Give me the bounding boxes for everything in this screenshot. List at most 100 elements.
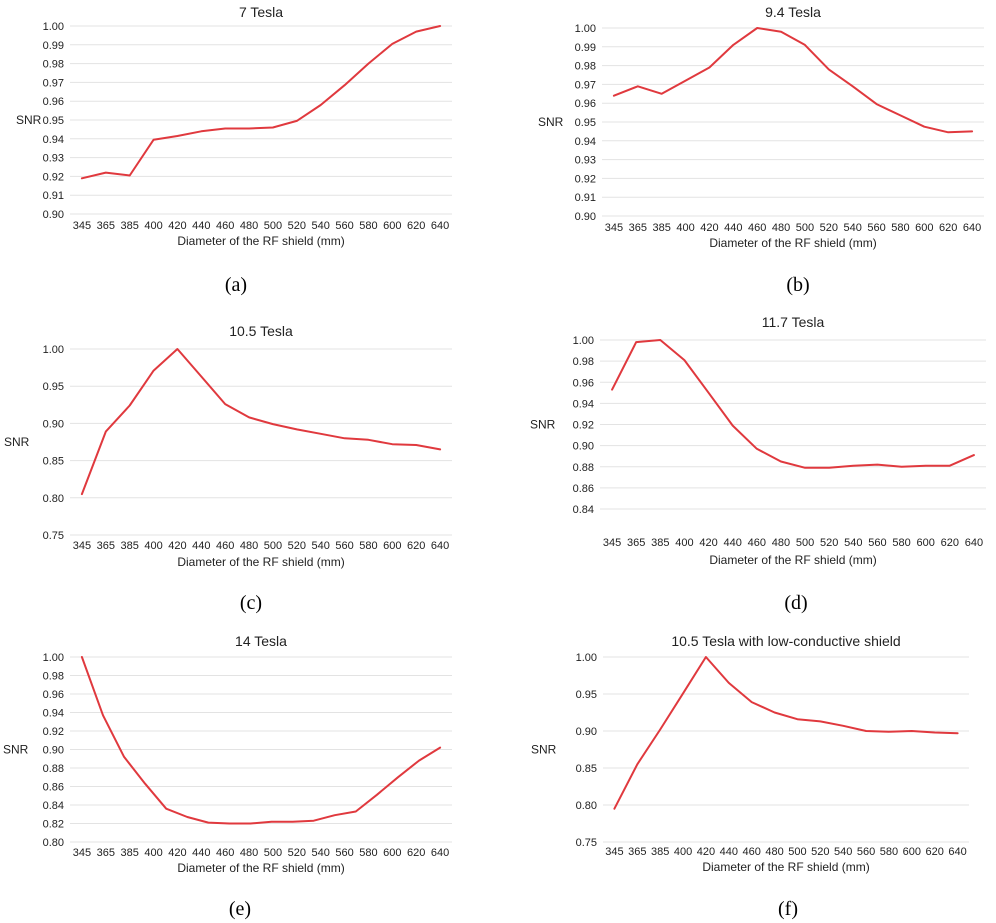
- y-axis-label: SNR: [3, 743, 29, 757]
- x-tick-label: 580: [359, 847, 377, 859]
- y-tick-label: 0.94: [43, 708, 64, 720]
- x-tick-label: 460: [748, 537, 766, 549]
- y-tick-label: 0.94: [575, 136, 596, 148]
- x-tick-label: 540: [312, 220, 330, 232]
- y-tick-label: 0.97: [43, 77, 64, 89]
- x-tick-label: 620: [407, 220, 425, 232]
- x-tick-label: 500: [788, 846, 806, 858]
- x-tick-label: 400: [675, 537, 693, 549]
- y-tick-label: 0.97: [575, 79, 596, 91]
- x-tick-label: 640: [431, 220, 449, 232]
- x-tick-label: 640: [948, 846, 966, 858]
- x-tick-label: 385: [121, 540, 139, 552]
- x-tick-label: 500: [264, 847, 282, 859]
- x-tick-label: 460: [216, 540, 234, 552]
- x-tick-label: 640: [431, 847, 449, 859]
- y-tick-label: 0.93: [43, 153, 64, 165]
- y-tick-label: 0.95: [576, 689, 597, 701]
- x-tick-label: 520: [288, 847, 306, 859]
- x-tick-label: 420: [168, 540, 186, 552]
- x-tick-label: 345: [73, 220, 91, 232]
- series-line-snr: [613, 656, 959, 810]
- x-tick-label: 580: [880, 846, 898, 858]
- x-tick-label: 580: [892, 537, 910, 549]
- x-tick-label: 400: [144, 540, 162, 552]
- x-tick-label: 400: [144, 847, 162, 859]
- y-tick-label: 0.95: [43, 381, 64, 393]
- x-tick-label: 500: [264, 540, 282, 552]
- y-tick-label: 1.00: [43, 652, 64, 664]
- panel-caption: (e): [229, 898, 251, 920]
- chart-panel-c: 0.75 0.80 0.85 0.90 0.95 1.00 345 365 385 400 420 4…: [4, 323, 452, 614]
- x-tick-label: 560: [335, 220, 353, 232]
- y-tick-label: 0.90: [576, 726, 597, 738]
- x-tick-label: 500: [796, 222, 814, 234]
- x-tick-label: 460: [748, 222, 766, 234]
- x-tick-label: 540: [844, 222, 862, 234]
- x-tick-label: 440: [192, 540, 210, 552]
- panel-caption: (b): [786, 274, 809, 296]
- y-tick-label: 0.99: [43, 40, 64, 52]
- x-tick-label: 385: [651, 846, 669, 858]
- y-tick-label: 0.91: [43, 190, 64, 202]
- chart-panel-d: 0.84 0.86 0.88 0.90 0.92 0.94 0.96 0.98 1.00 345 3…: [530, 314, 986, 614]
- y-tick-label: 0.90: [43, 745, 64, 757]
- x-tick-label: 420: [168, 220, 186, 232]
- y-tick-label: 0.92: [575, 173, 596, 185]
- x-tick-label: 540: [844, 537, 862, 549]
- y-tick-label: 0.88: [43, 763, 64, 775]
- x-tick-label: 480: [772, 222, 790, 234]
- x-tick-label: 420: [699, 537, 717, 549]
- y-tick-label: 0.85: [43, 456, 64, 468]
- x-tick-label: 345: [603, 537, 621, 549]
- y-tick-label: 0.98: [573, 356, 594, 368]
- chart-panel-f: 0.75 0.80 0.85 0.90 0.95 1.00 345 365 385 400 420 4…: [531, 633, 969, 920]
- x-tick-label: 520: [811, 846, 829, 858]
- y-tick-label: 1.00: [576, 652, 597, 664]
- series-line-snr: [80, 656, 442, 825]
- series-line-snr: [80, 348, 442, 496]
- y-axis-label: SNR: [531, 743, 557, 757]
- x-tick-label: 385: [121, 847, 139, 859]
- y-tick-label: 0.92: [43, 726, 64, 738]
- x-tick-label: 640: [431, 540, 449, 552]
- x-tick-label: 620: [939, 222, 957, 234]
- x-tick-label: 345: [605, 222, 623, 234]
- x-axis-label: Diameter of the RF shield (mm): [177, 555, 344, 569]
- x-tick-label: 440: [724, 222, 742, 234]
- y-tick-label: 0.90: [575, 211, 596, 223]
- x-tick-label: 600: [915, 222, 933, 234]
- x-tick-label: 560: [857, 846, 875, 858]
- chart-title: 14 Tesla: [235, 633, 287, 649]
- series-line-snr: [612, 27, 974, 134]
- y-tick-label: 0.86: [573, 483, 594, 495]
- x-tick-label: 520: [820, 537, 838, 549]
- y-tick-label: 0.94: [573, 398, 594, 410]
- y-tick-label: 0.80: [43, 837, 64, 849]
- y-tick-label: 0.96: [43, 689, 64, 701]
- y-tick-label: 1.00: [575, 23, 596, 35]
- x-tick-label: 580: [891, 222, 909, 234]
- chart-title: 11.7 Tesla: [762, 314, 825, 330]
- y-tick-label: 0.92: [573, 420, 594, 432]
- y-tick-label: 0.75: [576, 837, 597, 849]
- series-line-snr: [80, 25, 442, 180]
- y-tick-label: 0.99: [575, 42, 596, 54]
- x-tick-label: 400: [674, 846, 692, 858]
- x-axis-label: Diameter of the RF shield (mm): [709, 236, 876, 250]
- x-tick-label: 520: [288, 540, 306, 552]
- panel-caption: (c): [240, 592, 262, 614]
- chart-panel-b: 0.90 0.91 0.92 0.93 0.94 0.95 0.96 0.97 0.98 0.99…: [538, 4, 984, 296]
- x-tick-label: 480: [772, 537, 790, 549]
- x-tick-label: 365: [97, 540, 115, 552]
- x-tick-label: 540: [312, 847, 330, 859]
- y-tick-label: 0.95: [575, 117, 596, 129]
- x-tick-label: 520: [288, 220, 306, 232]
- x-tick-label: 365: [628, 846, 646, 858]
- x-tick-label: 440: [720, 846, 738, 858]
- y-tick-label: 0.75: [43, 530, 64, 542]
- x-tick-label: 520: [820, 222, 838, 234]
- x-tick-label: 345: [73, 540, 91, 552]
- chart-title: 9.4 Tesla: [765, 4, 821, 20]
- x-tick-label: 600: [383, 847, 401, 859]
